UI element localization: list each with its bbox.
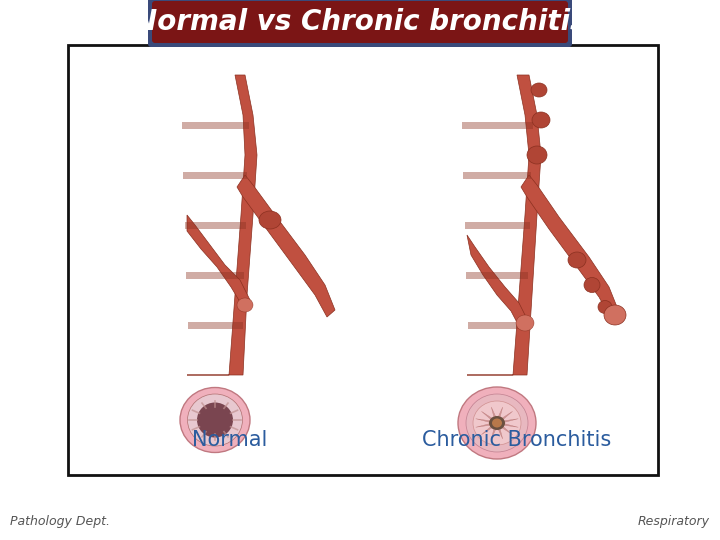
Bar bbox=[68, 45, 658, 475]
Polygon shape bbox=[467, 75, 541, 375]
Text: Chronic Bronchitis: Chronic Bronchitis bbox=[423, 430, 611, 450]
Bar bbox=[463, 172, 531, 179]
Polygon shape bbox=[482, 426, 493, 435]
Polygon shape bbox=[491, 428, 496, 439]
Ellipse shape bbox=[466, 394, 528, 452]
Text: Pathology Dept.: Pathology Dept. bbox=[10, 516, 110, 529]
Ellipse shape bbox=[237, 298, 253, 312]
Bar bbox=[181, 122, 248, 129]
Polygon shape bbox=[503, 418, 518, 422]
Text: Normal vs Chronic bronchitis: Normal vs Chronic bronchitis bbox=[134, 8, 586, 36]
Polygon shape bbox=[476, 418, 490, 422]
Ellipse shape bbox=[259, 211, 281, 229]
Ellipse shape bbox=[584, 278, 600, 293]
Ellipse shape bbox=[489, 416, 505, 430]
Bar bbox=[184, 222, 246, 229]
Polygon shape bbox=[501, 426, 513, 435]
Ellipse shape bbox=[180, 388, 250, 453]
Ellipse shape bbox=[473, 401, 521, 445]
Polygon shape bbox=[503, 423, 518, 427]
FancyBboxPatch shape bbox=[152, 1, 568, 43]
Bar bbox=[467, 322, 526, 329]
Ellipse shape bbox=[516, 315, 534, 331]
Polygon shape bbox=[476, 423, 490, 427]
Text: Normal: Normal bbox=[192, 430, 268, 450]
Bar bbox=[462, 122, 533, 129]
Polygon shape bbox=[187, 75, 257, 375]
Polygon shape bbox=[187, 215, 250, 307]
FancyBboxPatch shape bbox=[148, 0, 572, 47]
Bar bbox=[183, 172, 247, 179]
Polygon shape bbox=[482, 411, 493, 420]
Ellipse shape bbox=[527, 146, 547, 164]
Polygon shape bbox=[467, 235, 529, 330]
Ellipse shape bbox=[568, 252, 586, 268]
Ellipse shape bbox=[598, 300, 612, 314]
Ellipse shape bbox=[187, 394, 243, 446]
Polygon shape bbox=[237, 175, 335, 317]
Ellipse shape bbox=[458, 387, 536, 459]
Bar bbox=[464, 222, 529, 229]
Bar bbox=[466, 272, 528, 279]
Polygon shape bbox=[498, 407, 503, 418]
Ellipse shape bbox=[492, 418, 502, 428]
Ellipse shape bbox=[604, 305, 626, 325]
Polygon shape bbox=[501, 411, 513, 420]
Polygon shape bbox=[498, 428, 503, 439]
Bar bbox=[187, 322, 243, 329]
Polygon shape bbox=[491, 407, 496, 418]
Ellipse shape bbox=[197, 402, 233, 437]
Ellipse shape bbox=[531, 83, 547, 97]
Text: Respiratory: Respiratory bbox=[638, 516, 710, 529]
Polygon shape bbox=[521, 175, 619, 319]
Ellipse shape bbox=[532, 112, 550, 128]
Bar bbox=[186, 272, 244, 279]
